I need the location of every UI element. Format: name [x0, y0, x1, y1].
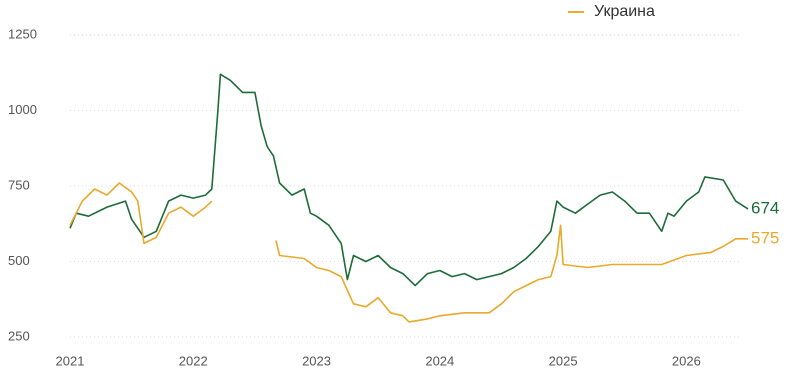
x-tick-label: 2023 — [302, 353, 331, 368]
series-line — [69, 182, 748, 323]
end-label: 674 — [751, 198, 779, 217]
y-tick-label: 500 — [8, 253, 30, 268]
x-tick-label: 2021 — [56, 353, 85, 368]
y-tick-label: 750 — [8, 177, 30, 192]
legend-label: Украина — [594, 3, 655, 20]
x-tick-label: 2024 — [425, 353, 454, 368]
y-tick-label: 1000 — [8, 102, 37, 117]
y-tick-label: 250 — [8, 328, 30, 343]
y-tick-label: 1250 — [8, 26, 37, 41]
series-line — [69, 73, 749, 287]
x-tick-label: 2022 — [179, 353, 208, 368]
end-label: 575 — [751, 228, 779, 247]
x-tick-label: 2026 — [672, 353, 701, 368]
x-tick-label: 2025 — [549, 353, 578, 368]
